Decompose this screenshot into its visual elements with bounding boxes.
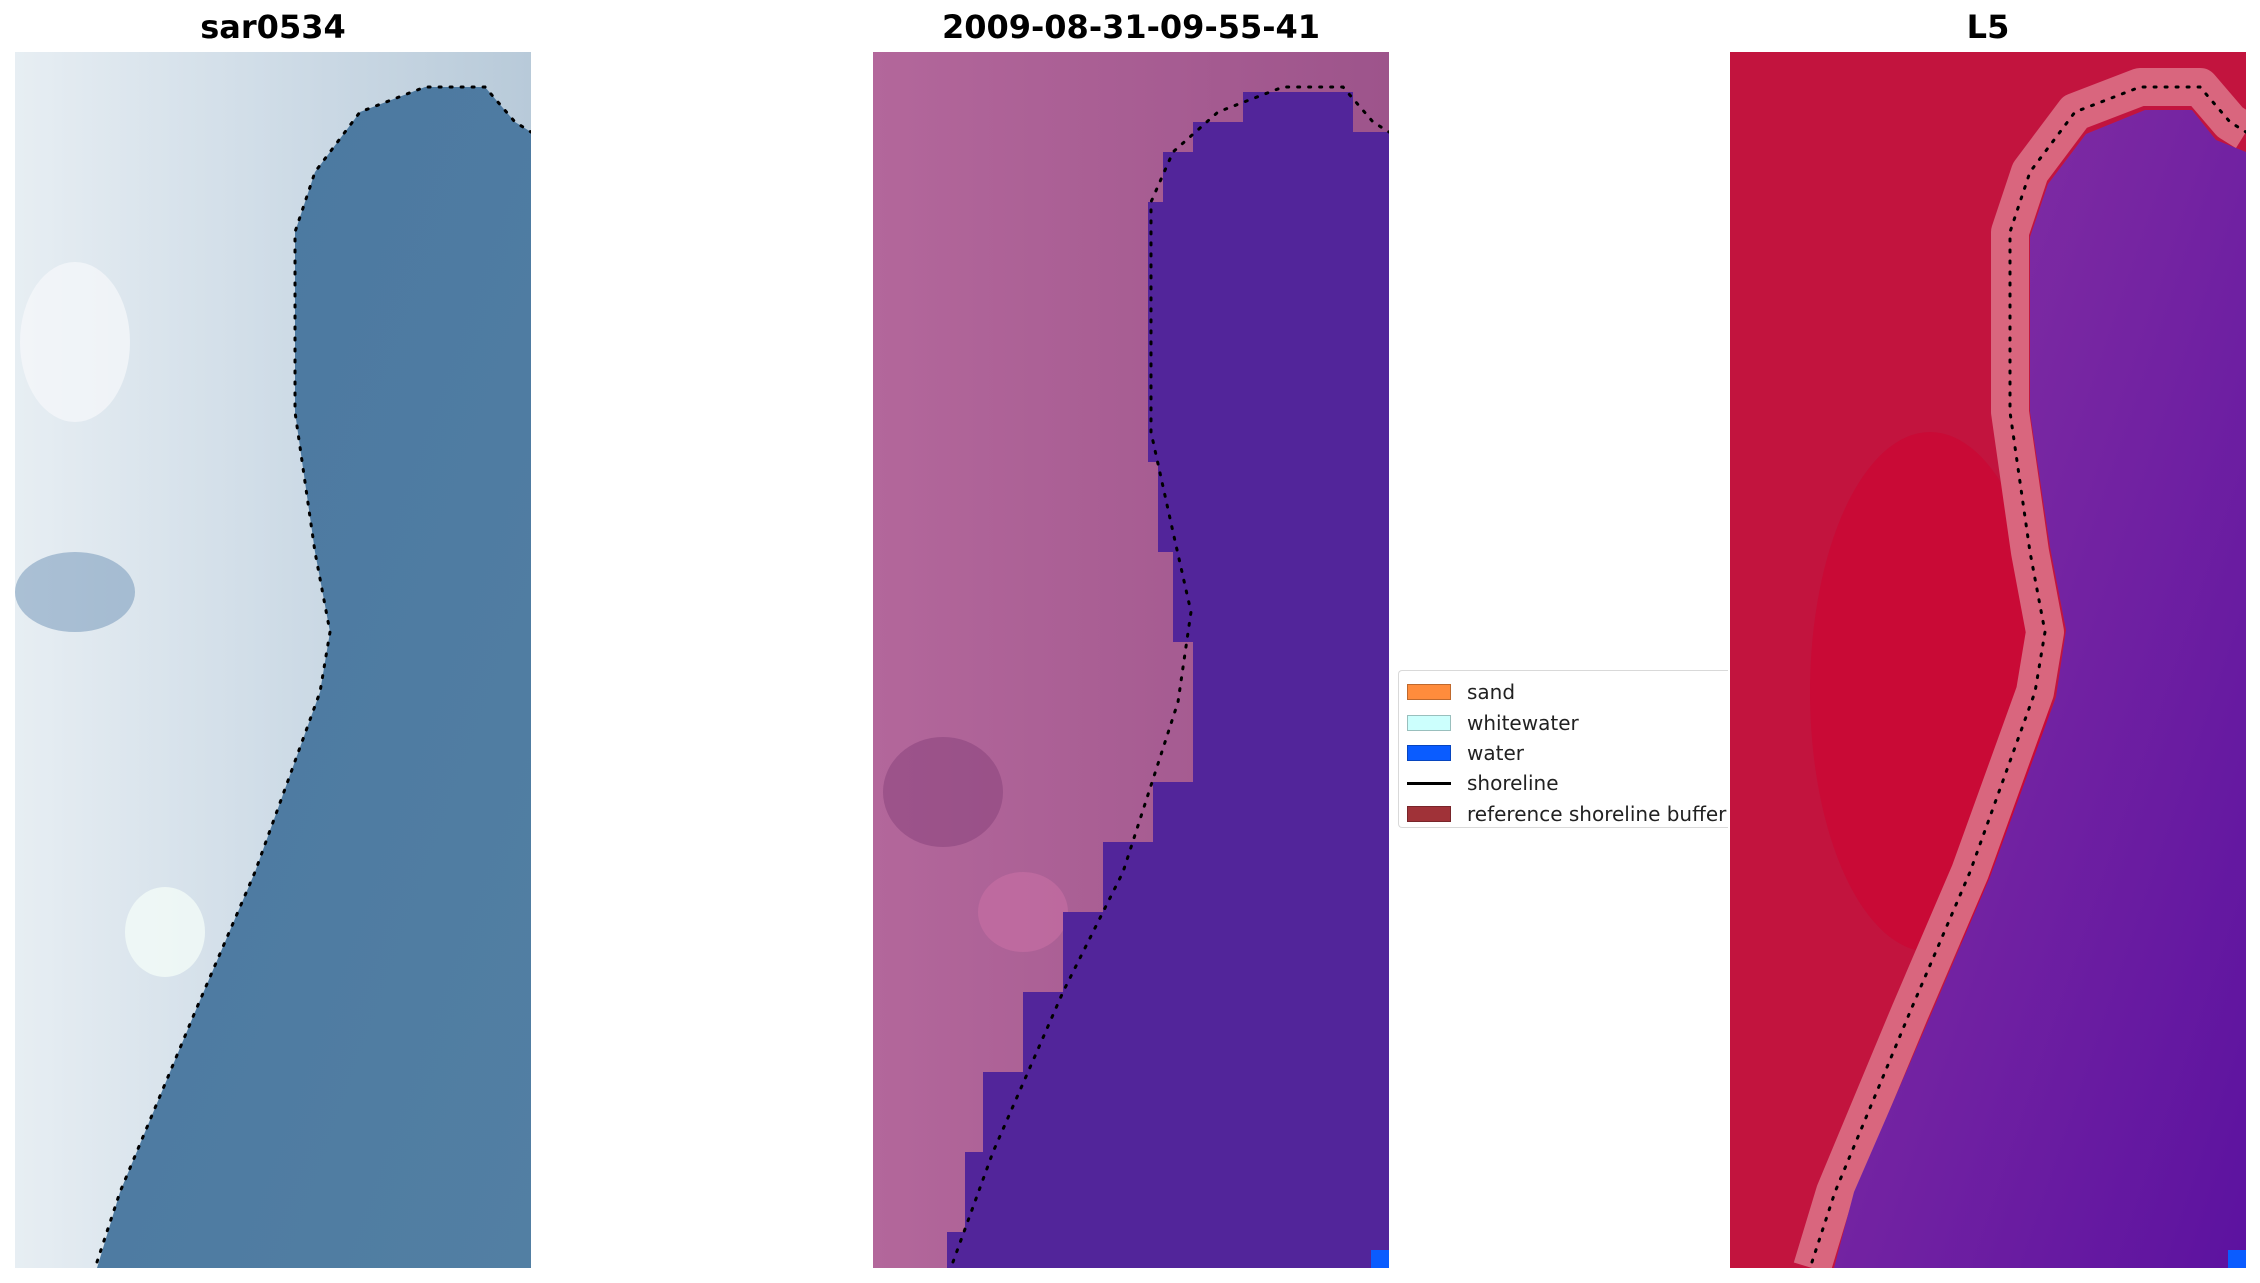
- legend-label: reference shoreline buffer: [1467, 801, 1727, 826]
- legend: sand whitewater water shoreline referenc…: [1398, 670, 1728, 828]
- water-pixel: [1371, 1250, 1389, 1268]
- sand-swatch: [1407, 684, 1451, 701]
- shoreline-line-icon: [1407, 781, 1451, 785]
- sea-area: [97, 52, 531, 1268]
- water-area: [947, 52, 1389, 1268]
- panel-title-index: L5: [1966, 8, 2010, 46]
- shoreline: [951, 85, 1389, 1264]
- shoreline: [1810, 85, 2246, 1264]
- legend-label: shoreline: [1467, 771, 1559, 796]
- panel-title-rgb: sar0534: [200, 8, 346, 46]
- reference-buffer-swatch: [1407, 805, 1451, 822]
- water-pixel: [2228, 1250, 2246, 1268]
- legend-item-shoreline: shoreline: [1407, 768, 1728, 798]
- whitewater-swatch: [1407, 714, 1451, 731]
- rgb-image: [15, 52, 531, 1268]
- index-panel: [1730, 52, 2246, 1268]
- light-patch: [978, 872, 1068, 952]
- legend-label: water: [1467, 740, 1524, 765]
- bright-patch: [20, 262, 130, 422]
- water-swatch: [1407, 744, 1451, 761]
- dark-patch: [883, 737, 1003, 847]
- legend-item-sand: sand: [1407, 677, 1728, 707]
- legend-label: sand: [1467, 680, 1516, 705]
- panel-title-classification: 2009-08-31-09-55-41: [941, 8, 1321, 46]
- water-area: [1834, 52, 2246, 1268]
- legend-label: whitewater: [1467, 710, 1579, 735]
- legend-item-reference-buffer: reference shoreline buffer: [1407, 799, 1728, 827]
- index-image: [1730, 52, 2246, 1268]
- legend-item-water: water: [1407, 738, 1728, 768]
- classification-image: [873, 52, 1389, 1268]
- shadow-patch: [15, 552, 135, 632]
- shoreline: [95, 85, 531, 1264]
- classification-panel: [873, 52, 1389, 1268]
- legend-item-whitewater: whitewater: [1407, 707, 1728, 737]
- bright-patch: [125, 887, 205, 977]
- rgb-image-panel: [15, 52, 531, 1268]
